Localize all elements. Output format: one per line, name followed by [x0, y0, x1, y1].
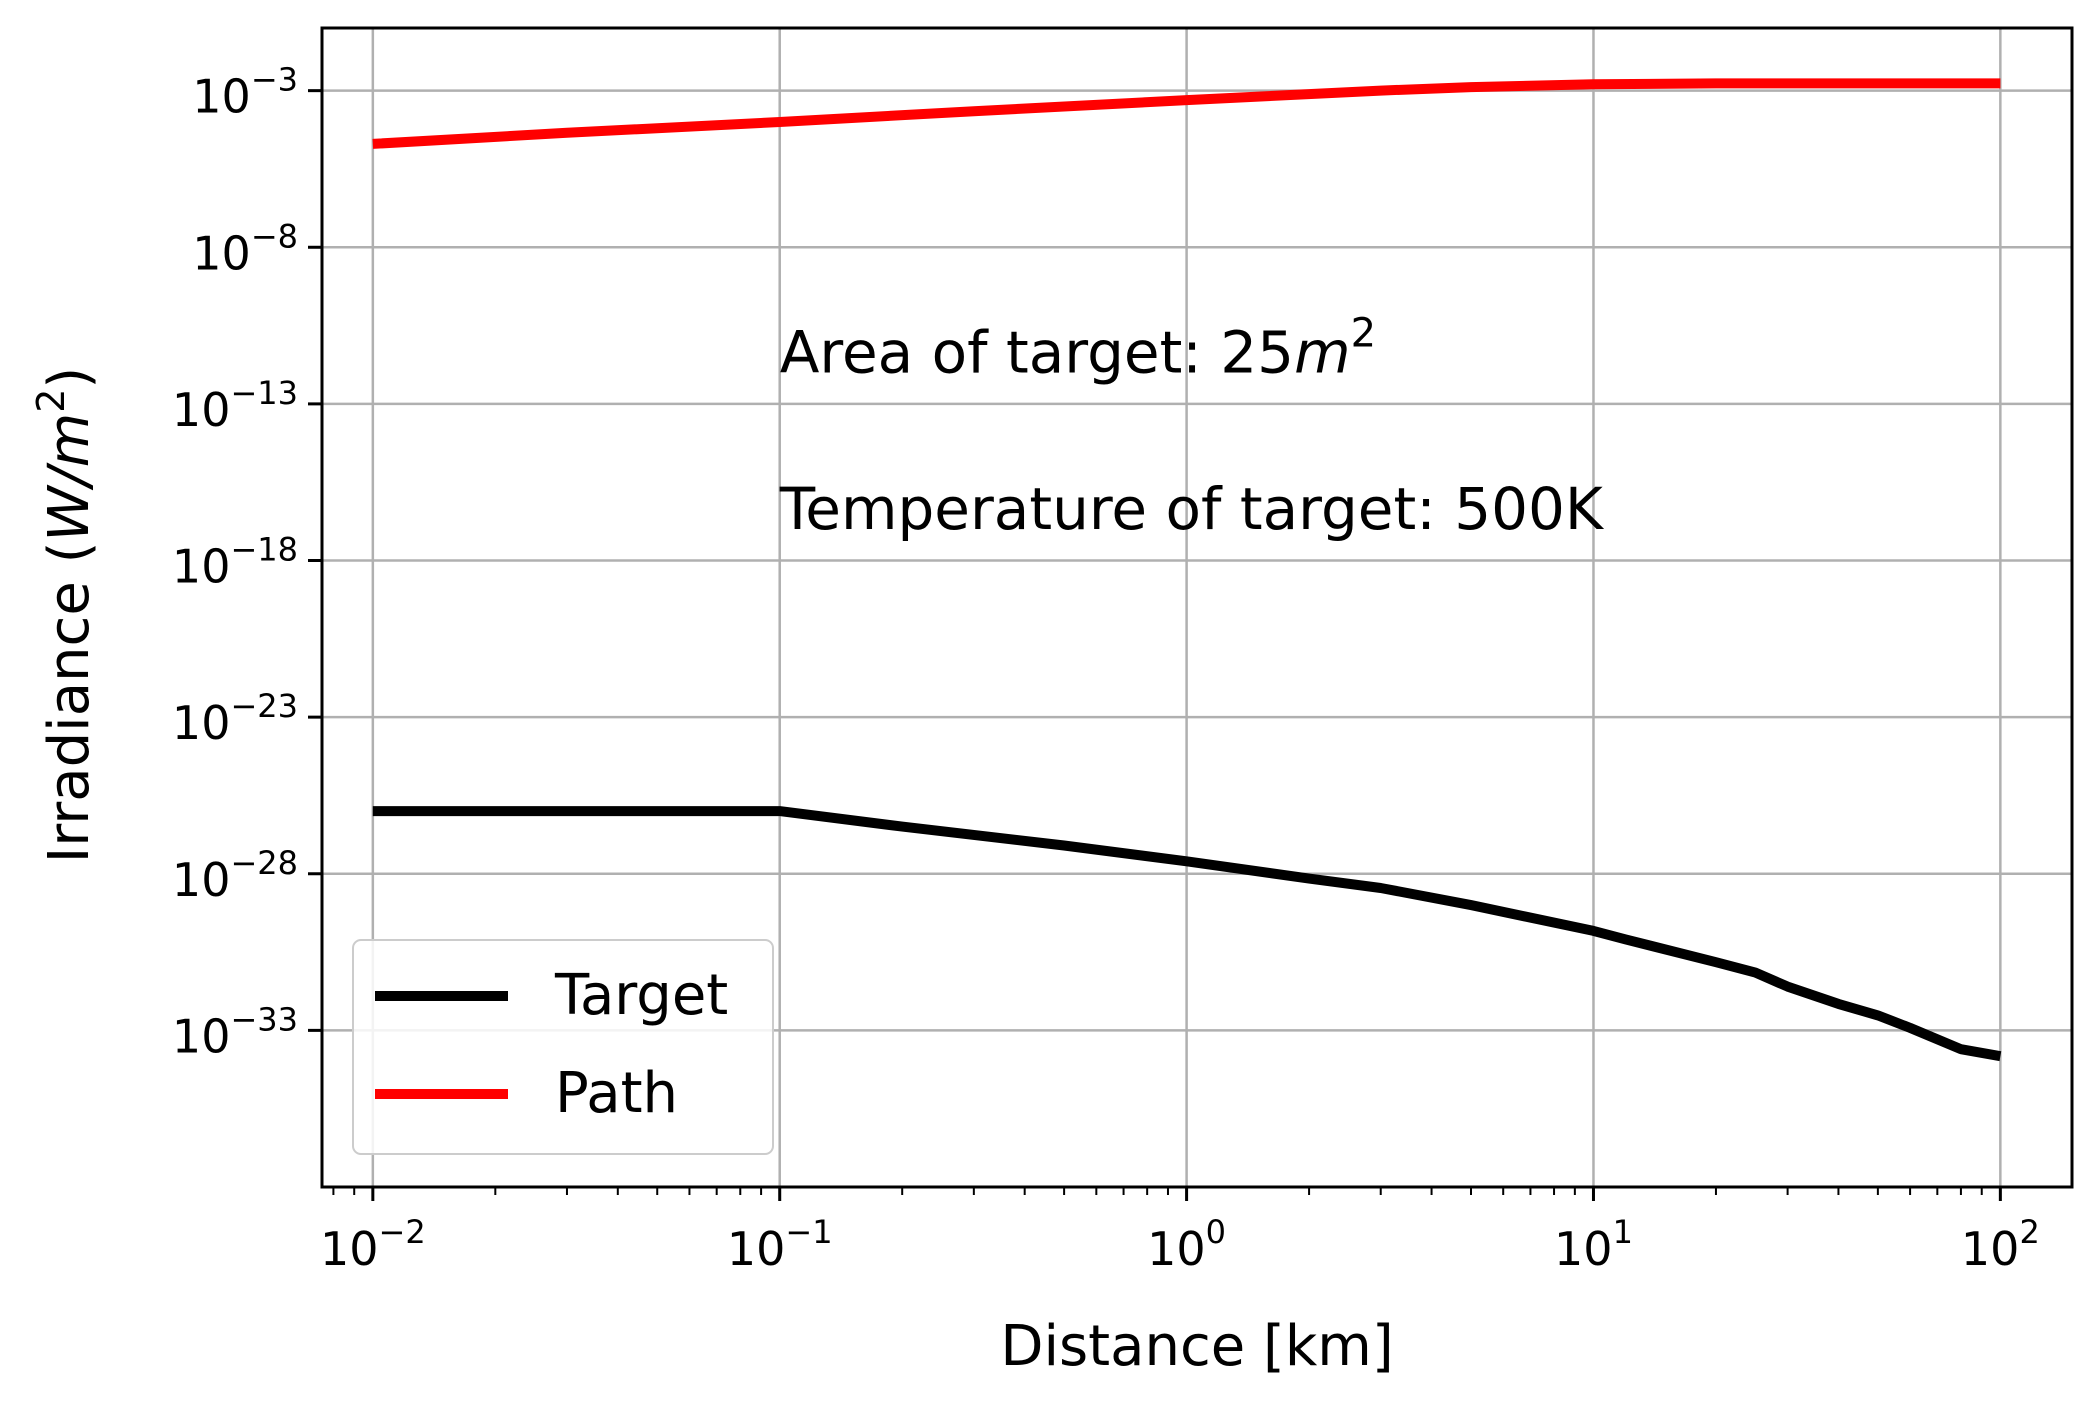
- x-tick-label-exp: 0: [1206, 1213, 1226, 1251]
- y-tick-label: 10−33: [172, 1000, 298, 1063]
- y-tick-label-exp: −23: [230, 687, 298, 725]
- y-tick-label-exp: −28: [230, 844, 298, 882]
- x-tick-label-exp: −2: [379, 1213, 426, 1251]
- x-tick-label: 10−2: [320, 1213, 426, 1276]
- x-tick-label-base: 10: [1554, 1222, 1613, 1276]
- legend: Target Path: [352, 939, 774, 1155]
- x-tick-labels: 10−2 10−1 100 101 102: [320, 1213, 2040, 1276]
- annotation-text: Temperature of target: 500K: [779, 475, 1605, 543]
- y-tick-label-exp: −3: [251, 61, 298, 99]
- annotation-exp: 2: [1351, 311, 1376, 357]
- y-tick-label-exp: −33: [230, 1000, 298, 1038]
- major-ticks: [308, 89, 2002, 1201]
- x-tick-label: 101: [1554, 1213, 1633, 1276]
- y-tick-label: 10−13: [172, 374, 298, 437]
- y-tick-label: 10−18: [172, 531, 298, 594]
- y-tick-label: 10−23: [172, 687, 298, 750]
- x-tick-label: 10−1: [727, 1213, 833, 1276]
- x-tick-label: 100: [1147, 1213, 1226, 1276]
- annotation-2: Temperature of target: 500K: [779, 475, 1605, 543]
- x-tick-label-base: 10: [727, 1222, 786, 1276]
- series-lines: [372, 78, 2002, 1062]
- y-tick-label-exp: −13: [230, 374, 298, 412]
- y-tick-label: 10−3: [192, 61, 298, 124]
- x-minor-ticks: [332, 1187, 1983, 1195]
- x-tick-label-base: 10: [1961, 1222, 2020, 1276]
- y-tick-label-exp: −18: [230, 531, 298, 569]
- x-tick-label-base: 10: [1147, 1222, 1206, 1276]
- y-axis-label: Irradiance (W/m2): [29, 367, 102, 864]
- y-axis-label-unit: W/m: [37, 413, 102, 542]
- x-tick-label-exp: −1: [785, 1213, 832, 1251]
- annotation-1: Area of target: 25m2: [780, 311, 1376, 387]
- y-tick-label-base: 10: [172, 696, 231, 750]
- annotation-text: Area of target: 25: [780, 319, 1294, 387]
- x-axis-label: Distance [km]: [1000, 1314, 1393, 1379]
- legend-label-target: Target: [554, 963, 728, 1028]
- y-tick-label-base: 10: [192, 70, 251, 124]
- y-tick-label-exp: −8: [251, 217, 298, 255]
- y-tick-label-base: 10: [172, 1009, 231, 1063]
- y-axis-label-base: Irradiance (: [37, 542, 102, 864]
- y-tick-label-base: 10: [172, 383, 231, 437]
- y-axis-label-unit-exp: 2: [29, 389, 73, 413]
- annotation-var: m: [1294, 319, 1351, 387]
- y-tick-label-base: 10: [172, 853, 231, 907]
- y-tick-label-base: 10: [172, 540, 231, 594]
- x-tick-label: 102: [1961, 1213, 2040, 1276]
- y-tick-label: 10−8: [192, 217, 298, 280]
- x-tick-label-base: 10: [320, 1222, 379, 1276]
- plot-frame: [320, 26, 2074, 1189]
- series-line-target: [372, 806, 2002, 1062]
- x-tick-label-exp: 2: [2019, 1213, 2039, 1251]
- annotations: Area of target: 25m2 Temperature of targe…: [779, 311, 1605, 544]
- legend-label-path: Path: [555, 1061, 678, 1126]
- y-tick-label-base: 10: [192, 226, 251, 280]
- series-line-path: [372, 78, 2001, 149]
- y-axis-label-close: ): [37, 367, 102, 389]
- x-tick-label-exp: 1: [1613, 1213, 1633, 1251]
- y-tick-label: 10−28: [172, 844, 298, 907]
